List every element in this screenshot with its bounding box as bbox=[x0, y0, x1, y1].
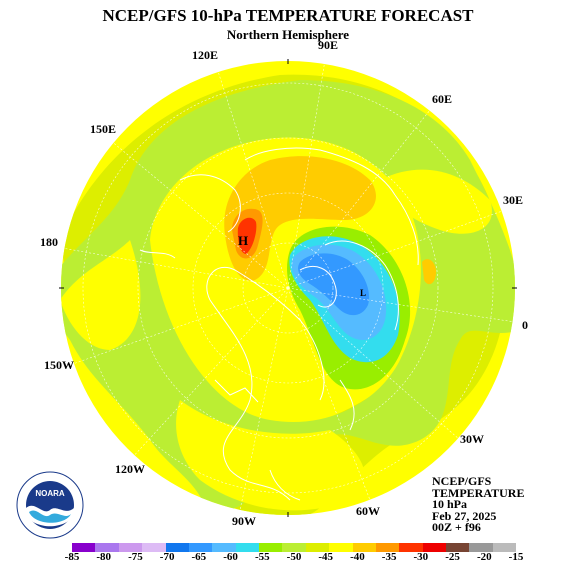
legend-swatch bbox=[142, 543, 166, 552]
legend-tick-label: -85 bbox=[64, 551, 80, 563]
noaa-logo-text: NOARA bbox=[35, 489, 65, 498]
page-subtitle: Northern Hemisphere bbox=[226, 27, 350, 42]
legend-tick-label: -55 bbox=[254, 551, 270, 563]
low-pressure-marker: L bbox=[360, 288, 366, 298]
lon-label-30w: 30W bbox=[460, 432, 484, 446]
legend-swatch bbox=[305, 543, 330, 552]
forecast-info: NCEP/GFS TEMPERATURE 10 hPa Feb 27, 2025… bbox=[432, 474, 525, 534]
legend-swatch bbox=[118, 543, 143, 552]
high-pressure-marker: H bbox=[238, 233, 248, 248]
legend-tick-label: -15 bbox=[508, 551, 524, 563]
legend-swatch bbox=[375, 543, 400, 552]
lon-label-90w: 90W bbox=[232, 514, 256, 528]
legend-swatch bbox=[212, 543, 236, 552]
noaa-logo-icon: NOARA bbox=[16, 471, 84, 539]
graticule bbox=[61, 61, 515, 511]
legend-swatch bbox=[329, 543, 353, 552]
contour-yellow-patch-2 bbox=[380, 169, 492, 234]
legend-swatch bbox=[259, 543, 283, 552]
legend-swatch bbox=[188, 543, 213, 552]
lon-label-120e: 120E bbox=[192, 48, 219, 62]
legend-swatch bbox=[469, 543, 493, 552]
contour-band-minus25 bbox=[237, 217, 257, 254]
contour-yellow-patch-3 bbox=[176, 400, 365, 511]
legend-swatch bbox=[165, 543, 189, 552]
color-legend bbox=[72, 543, 517, 552]
legend-swatch bbox=[95, 543, 119, 552]
lon-label-30e: 30E bbox=[503, 193, 524, 207]
legend-swatch bbox=[492, 543, 517, 552]
legend-swatch bbox=[446, 543, 470, 552]
legend-swatch bbox=[282, 543, 306, 552]
coastlines bbox=[139, 147, 419, 501]
lon-label-0: 0 bbox=[522, 318, 528, 332]
rim-ticks bbox=[59, 59, 517, 517]
legend-tick-label: -45 bbox=[318, 551, 334, 563]
contour-orange-small bbox=[422, 259, 436, 285]
legend-tick-label: -50 bbox=[286, 551, 302, 563]
legend-tick-label: -70 bbox=[159, 551, 175, 563]
lon-label-60e: 60E bbox=[432, 92, 453, 106]
info-variable: TEMPERATURE bbox=[432, 485, 525, 500]
legend-tick-label: -35 bbox=[381, 551, 397, 563]
legend-ticks: -85 -80 -75 -70 -65 -60 -55 -50 -45 -40 -35 -30 -25 -… bbox=[60, 551, 524, 565]
legend-swatch bbox=[422, 543, 446, 552]
page-title: NCEP/GFS 10-hPa TEMPERATURE FORECAST bbox=[102, 6, 474, 25]
legend-tick-label: -40 bbox=[350, 551, 365, 563]
lon-label-180: 180 bbox=[40, 235, 58, 249]
legend-swatch bbox=[352, 543, 376, 552]
lon-label-60w: 60W bbox=[356, 504, 380, 518]
legend-swatch bbox=[235, 543, 259, 552]
lon-label-150e: 150E bbox=[90, 122, 117, 136]
lon-label-120w: 120W bbox=[115, 462, 145, 476]
info-source: NCEP/GFS bbox=[432, 474, 492, 488]
legend-tick-label: -60 bbox=[223, 551, 238, 563]
legend-tick-label: -75 bbox=[128, 551, 143, 563]
legend-swatch bbox=[399, 543, 423, 552]
legend-tick-label: -80 bbox=[96, 551, 112, 563]
info-date: Feb 27, 2025 bbox=[432, 508, 497, 523]
contour-band-minus70 bbox=[298, 253, 370, 316]
lon-label-150w: 150W bbox=[44, 358, 74, 372]
info-level: 10 hPa bbox=[432, 497, 468, 511]
legend-swatch bbox=[72, 543, 96, 552]
legend-tick-label: -25 bbox=[445, 551, 460, 563]
info-run: 00Z + f96 bbox=[432, 520, 481, 534]
legend-tick-label: -30 bbox=[413, 551, 429, 563]
legend-tick-label: -20 bbox=[476, 551, 492, 563]
legend-tick-label: -65 bbox=[191, 551, 207, 563]
lon-label-90e: 90E bbox=[318, 38, 339, 52]
contour-yellow-patch bbox=[61, 240, 141, 350]
contour-band-minus35 bbox=[224, 156, 376, 281]
